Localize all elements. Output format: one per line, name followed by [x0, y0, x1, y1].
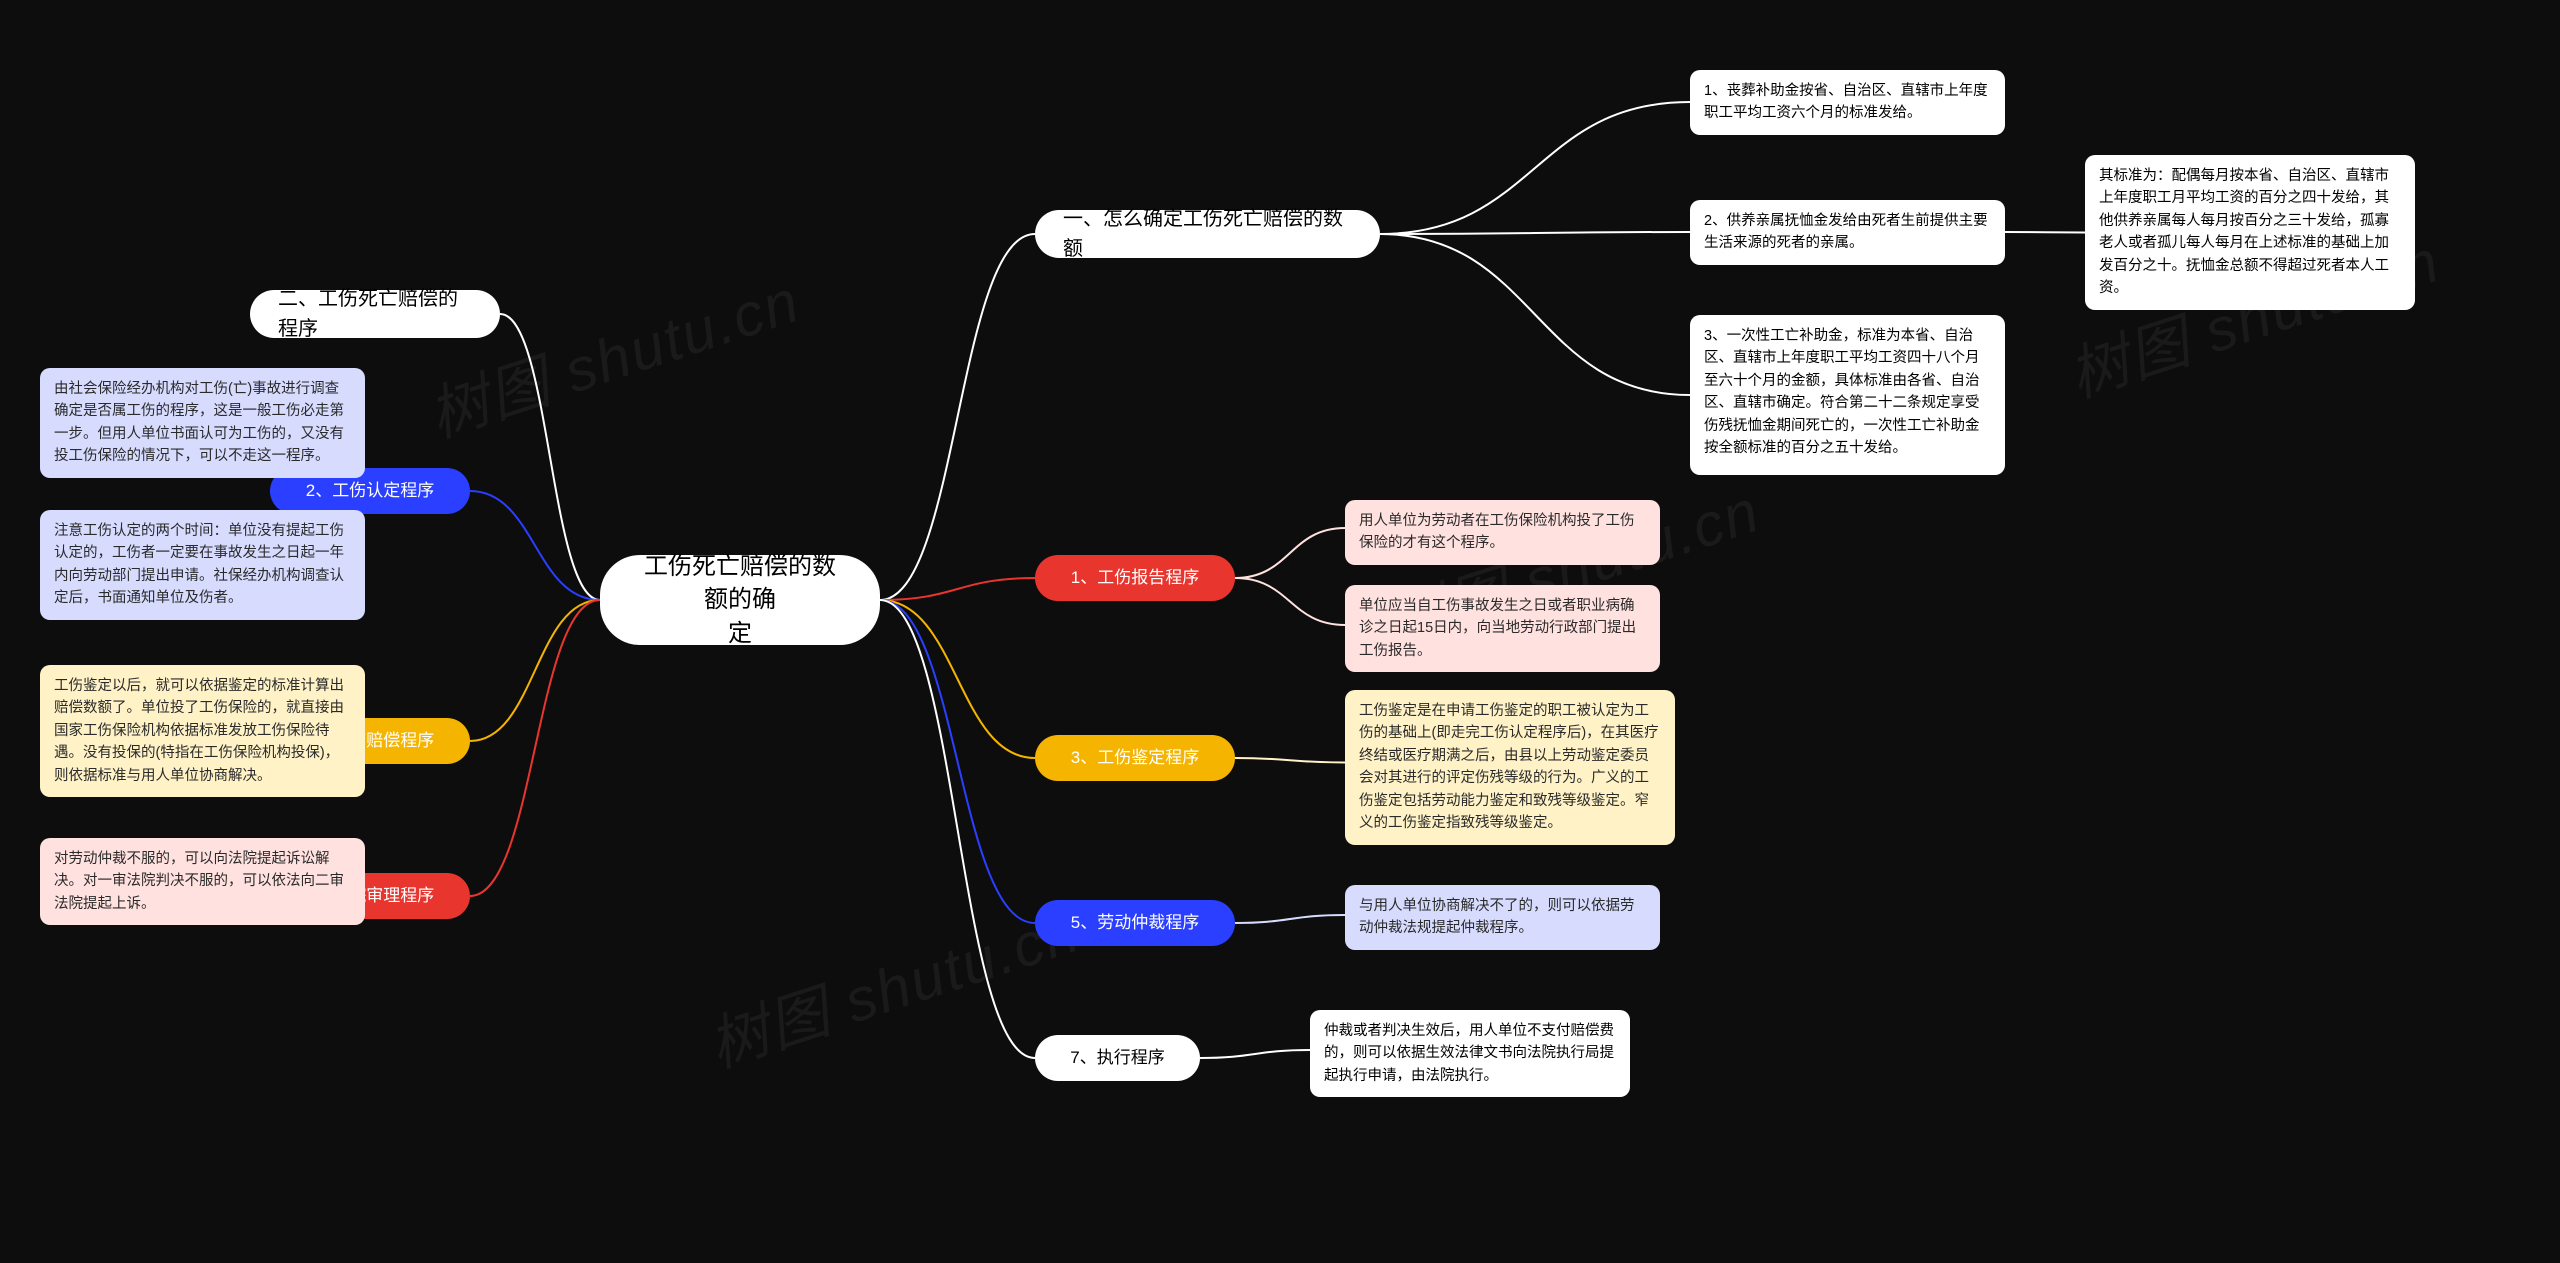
leaf-node-b1c3: 3、一次性工亡补助金，标准为本省、自治区、直辖市上年度职工平均工资四十八个月至六…	[1690, 315, 2005, 475]
leaf-node-s3a: 工伤鉴定是在申请工伤鉴定的职工被认定为工伤的基础上(即走完工伤认定程序后)，在其…	[1345, 690, 1675, 845]
leaf-node-s1a: 用人单位为劳动者在工伤保险机构投了工伤保险的才有这个程序。	[1345, 500, 1660, 565]
sub-node-s7[interactable]: 7、执行程序	[1035, 1035, 1200, 1081]
leaf-node-s4a: 工伤鉴定以后，就可以依据鉴定的标准计算出赔偿数额了。单位投了工伤保险的，就直接由…	[40, 665, 365, 797]
watermark: 树图 shutu.cn	[696, 883, 1090, 1085]
leaf-node-s1b: 单位应当自工伤事故发生之日或者职业病确诊之日起15日内，向当地劳动行政部门提出工…	[1345, 585, 1660, 672]
leaf-node-s7a: 仲裁或者判决生效后，用人单位不支付赔偿费的，则可以依据生效法律文书向法院执行局提…	[1310, 1010, 1630, 1097]
leaf-node-s6a: 对劳动仲裁不服的，可以向法院提起诉讼解决。对一审法院判决不服的，可以依法向二审法…	[40, 838, 365, 925]
leaf-node-b1c2: 2、供养亲属抚恤金发给由死者生前提供主要生活来源的死者的亲属。	[1690, 200, 2005, 265]
center-node[interactable]: 工伤死亡赔偿的数额的确定	[600, 555, 880, 645]
leaf-node-s2b: 注意工伤认定的两个时间：单位没有提起工伤认定的，工伤者一定要在事故发生之日起一年…	[40, 510, 365, 620]
leaf-node-b1c2a: 其标准为：配偶每月按本省、自治区、直辖市上年度职工月平均工资的百分之四十发给，其…	[2085, 155, 2415, 310]
leaf-node-b1c1: 1、丧葬补助金按省、自治区、直辖市上年度职工平均工资六个月的标准发给。	[1690, 70, 2005, 135]
branch-node-b2[interactable]: 二、工伤死亡赔偿的程序	[250, 290, 500, 338]
sub-node-s1[interactable]: 1、工伤报告程序	[1035, 555, 1235, 601]
leaf-node-s2a: 由社会保险经办机构对工伤(亡)事故进行调查确定是否属工伤的程序，这是一般工伤必走…	[40, 368, 365, 478]
leaf-node-s5a: 与用人单位协商解决不了的，则可以依据劳动仲裁法规提起仲裁程序。	[1345, 885, 1660, 950]
watermark: 树图 shutu.cn	[416, 253, 810, 455]
sub-node-s5[interactable]: 5、劳动仲裁程序	[1035, 900, 1235, 946]
branch-node-b1[interactable]: 一、怎么确定工伤死亡赔偿的数额	[1035, 210, 1380, 258]
sub-node-s3[interactable]: 3、工伤鉴定程序	[1035, 735, 1235, 781]
